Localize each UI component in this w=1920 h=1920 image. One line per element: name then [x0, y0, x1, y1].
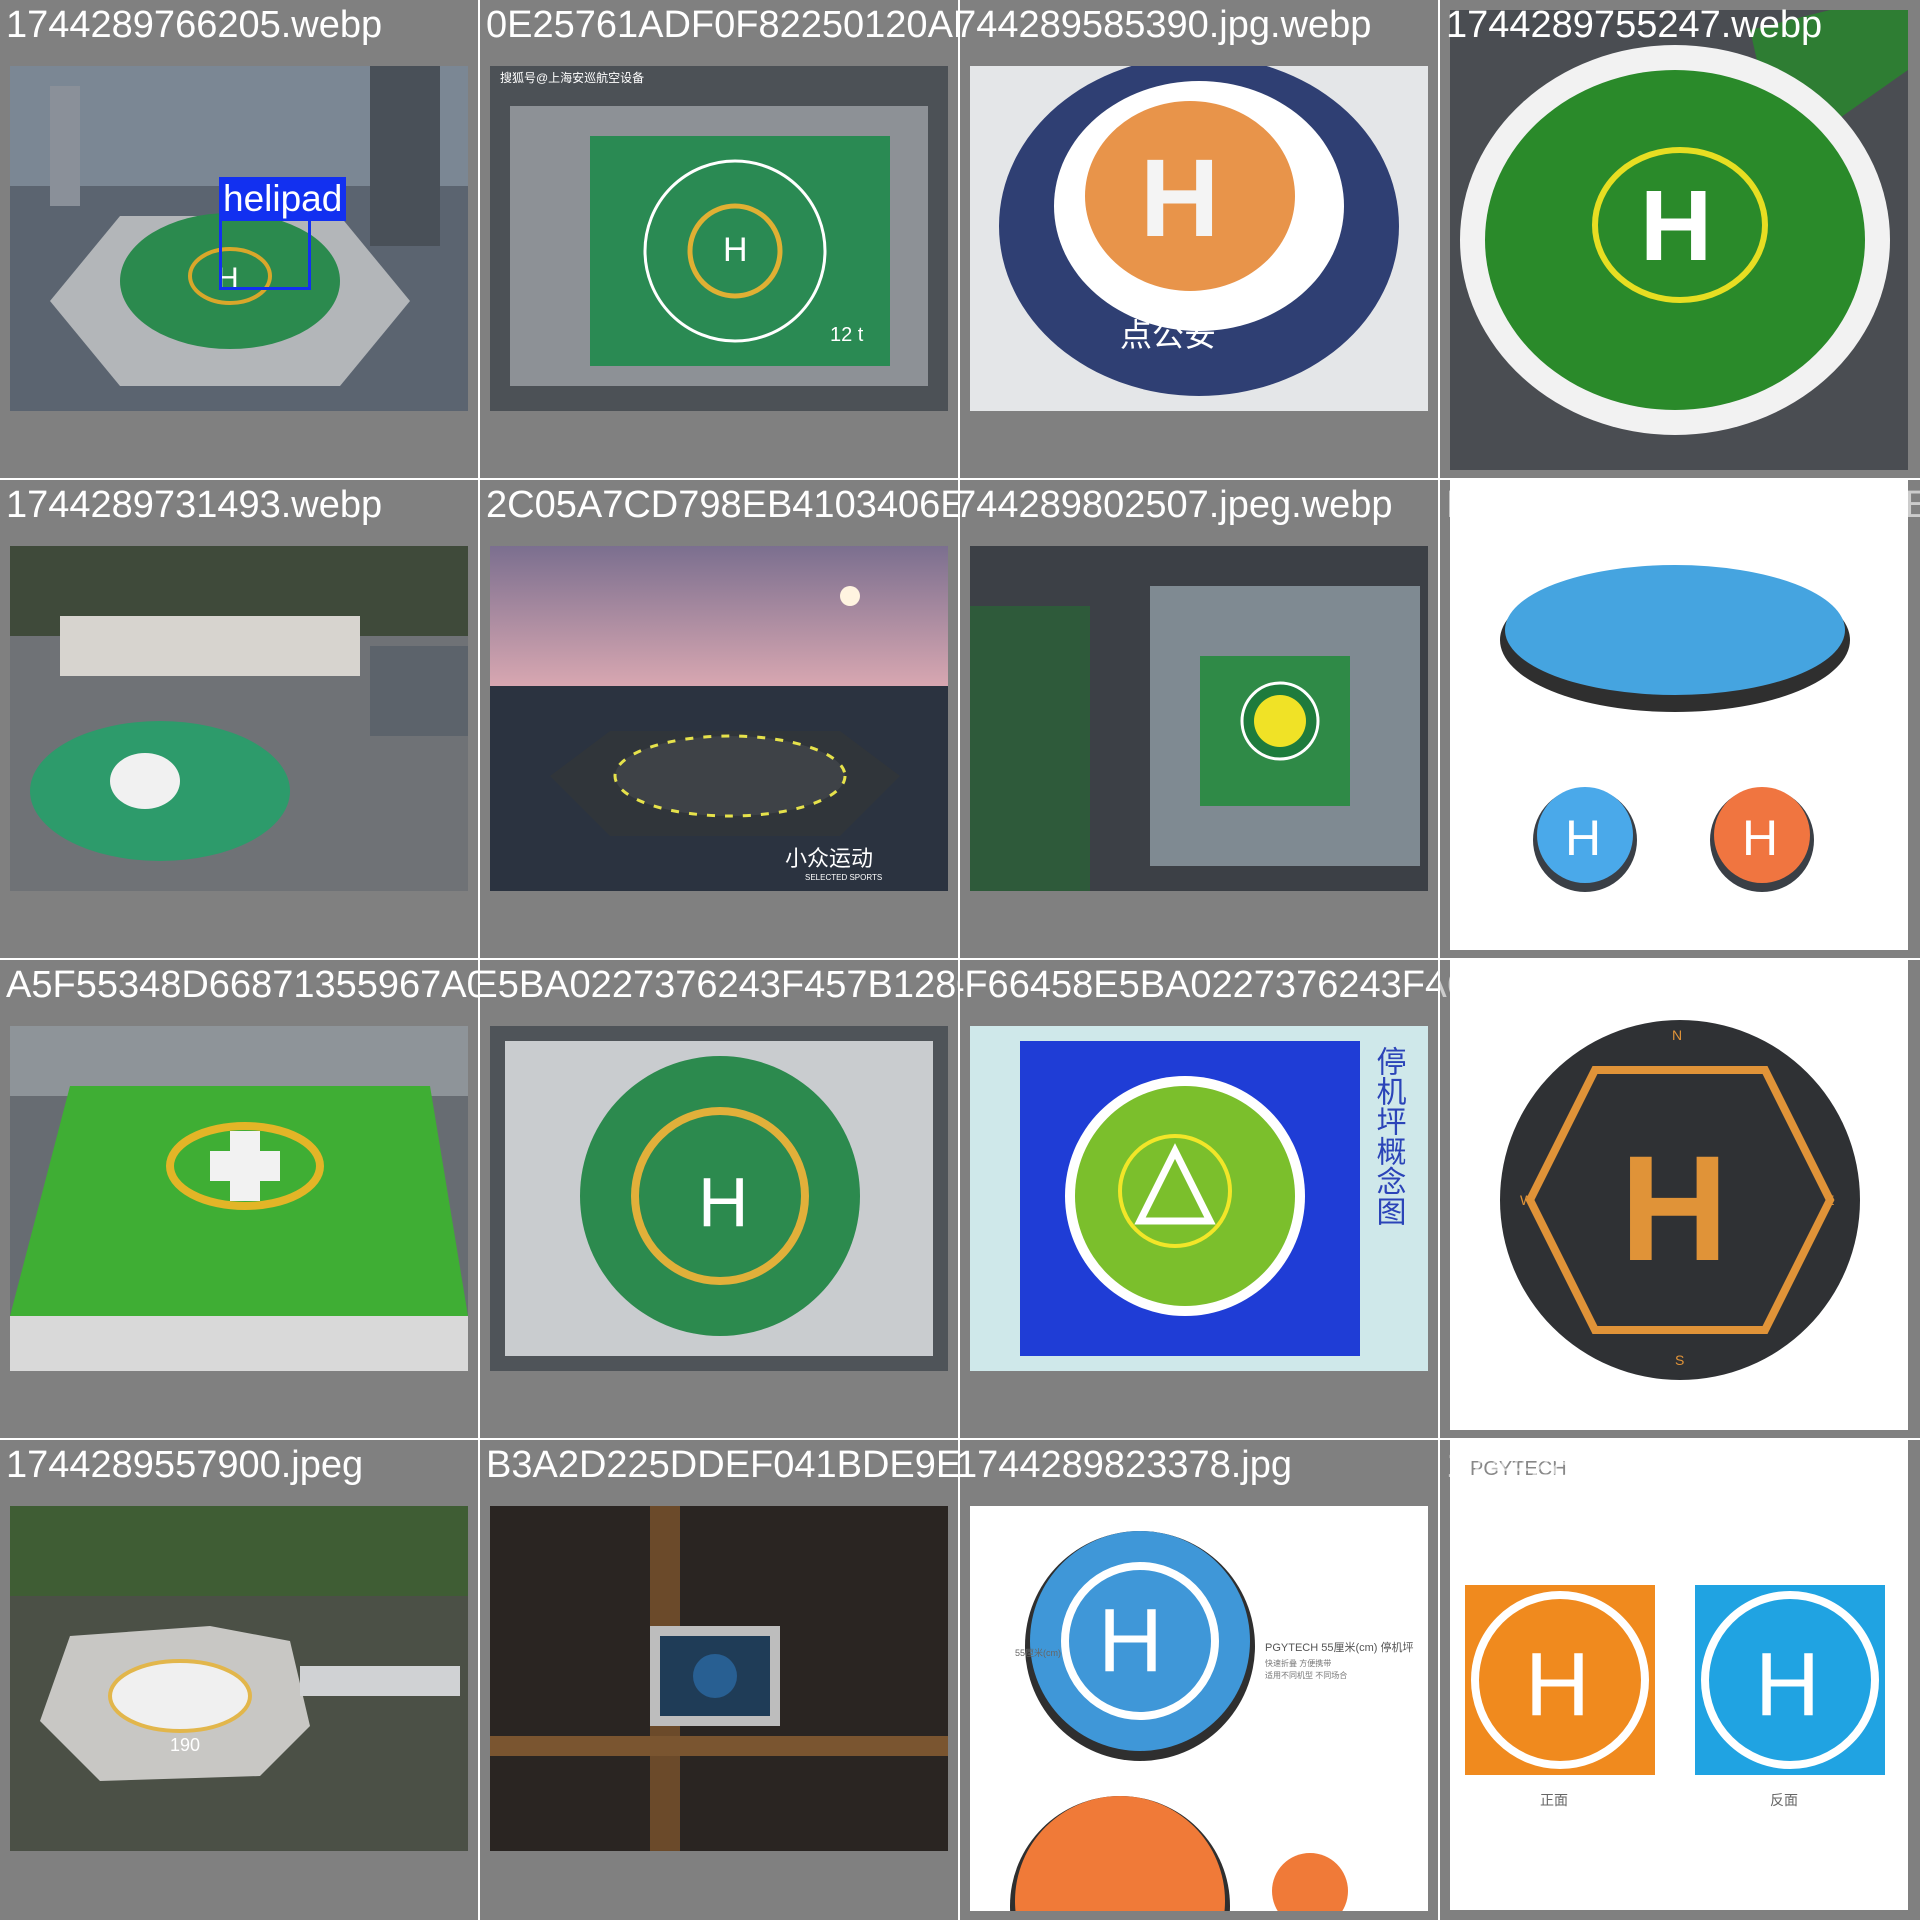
tile-filename: A5F55348D66871355967A07EB24F6B9D4F66458E…: [6, 964, 478, 1006]
tile-photo: [10, 1026, 468, 1371]
svg-text:搜狐号@上海安巡航空设备: 搜狐号@上海安巡航空设备: [500, 70, 644, 85]
tile-filename: 1744289802507.jpeg.webp: [960, 484, 1393, 526]
tile-filename: 1744289823378.jpg: [960, 1444, 1293, 1486]
svg-text:E: E: [1825, 1192, 1834, 1208]
tile-photo: 停机坪概念图: [970, 1026, 1428, 1371]
svg-text:停机坪概念图: 停机坪概念图: [1372, 1046, 1407, 1226]
svg-text:S: S: [1675, 1352, 1684, 1368]
svg-text:H: H: [1755, 1635, 1820, 1735]
svg-text:H: H: [217, 262, 239, 295]
grid-tile: 1744289766205.webp H helipad: [0, 0, 478, 478]
svg-text:正面: 正面: [1540, 1792, 1568, 1808]
grid-tile: A5F55348D66871355967A07EB24F6B9D4F66458E…: [0, 960, 478, 1438]
night-city-aerial-photo: [490, 1506, 948, 1851]
tile-photo: [970, 546, 1428, 891]
front-back-pad-product: PGYTECH H H 正面 反面: [1450, 1440, 1908, 1910]
green-rooftop-helipad-photo: [10, 1026, 468, 1371]
ground-helipad-photo: [10, 546, 468, 891]
svg-text:H: H: [1620, 1124, 1728, 1292]
tile-photo: H: [490, 1026, 948, 1371]
tile-filename: 7092D1084AA65E9F9FA6: [1440, 964, 1468, 1006]
svg-text:12 t: 12 t: [830, 324, 864, 346]
building-helipad-photo: 190: [10, 1506, 468, 1851]
grid-tile: 停机坪概念图 F4F66458E5BA0227376243F457B12800C…: [960, 960, 1438, 1438]
offshore-helipad-photo: 小众运动 SELECTED SPORTS: [490, 546, 948, 891]
tile-filename: 1744289889140.webp: [1446, 1444, 1823, 1486]
tile-photo: H PGYTECH 55厘米(cm) 停机坪 快速折叠 方便携带 适用不同机型 …: [970, 1506, 1428, 1911]
helipad-concept-drawing: 停机坪概念图: [970, 1026, 1428, 1371]
svg-text:小众运动: 小众运动: [785, 846, 873, 871]
tile-photo: [10, 546, 468, 891]
grid-tile: PGYTECH H H 正面 反面 1744289889140.webp hel…: [1440, 1440, 1920, 1920]
svg-text:SELECTED SPORTS: SELECTED SPORTS: [805, 873, 882, 882]
tile-filename: 1744289755247.webp: [1446, 4, 1823, 46]
svg-text:N: N: [1672, 1027, 1682, 1043]
tile-photo: H: [10, 66, 468, 411]
tile-photo: PGYTECH H H 正面 反面: [1450, 1440, 1908, 1910]
tile-filename: 0E25761ADF0F82250120AE1744289585390.jpg.…: [486, 4, 958, 46]
tile-photo: H 搜狐号@上海安巡航空设备 12 t: [490, 66, 948, 411]
tile-photo: [490, 1506, 948, 1851]
grid-tile: H 7EB24F6B9D4F66458E5BA0227376243F457B12…: [480, 960, 958, 1438]
tile-photo: 小众运动 SELECTED SPORTS: [490, 546, 948, 891]
svg-text:H: H: [1525, 1635, 1590, 1735]
tile-filename: 2C05A7CD798EB4103406E1744289802507.jpeg.…: [486, 484, 958, 526]
svg-text:适用不同机型 不同场合: 适用不同机型 不同场合: [1265, 1670, 1347, 1680]
grid-tile: H PGYTECH 55厘米(cm) 停机坪 快速折叠 方便携带 适用不同机型 …: [960, 1440, 1438, 1920]
svg-text:190: 190: [170, 1735, 200, 1755]
svg-text:H: H: [1140, 137, 1219, 260]
helipad-platform-photo: H: [1450, 10, 1908, 470]
svg-text:55厘米(cm): 55厘米(cm): [1015, 1647, 1061, 1658]
pgytech-product-page: H PGYTECH 55厘米(cm) 停机坪 快速折叠 方便携带 适用不同机型 …: [970, 1506, 1428, 1911]
svg-text:快速折叠 方便携带: 快速折叠 方便携带: [1265, 1658, 1331, 1668]
svg-text:点公安: 点公安: [1120, 317, 1216, 353]
tile-filename: 1744289731493.webp: [6, 484, 383, 526]
grid-tile: 1744289802507.jpeg.webp helipad: [960, 480, 1438, 958]
tile-filename: F4F66458E5BA0227376243F457B12800C7092D10…: [960, 964, 1438, 1006]
tile-filename: 1744289557900.jpeg: [6, 1444, 364, 1486]
grid-tile: 1744289585390.jpg.webp H 点公安 helipad: [960, 0, 1438, 478]
tile-photo: H N W E S: [1450, 960, 1908, 1430]
svg-text:H: H: [1742, 810, 1778, 866]
grid-tile: H H EA9EAEFE3ABBBAA7B39E helipad helipad…: [1440, 480, 1920, 958]
tile-filename: 1744289585390.jpg.webp: [960, 4, 1372, 46]
detection-label: helipad: [219, 177, 347, 221]
tile-photo: H 点公安: [970, 66, 1428, 411]
grid-tile: 1744289557900.jpeg 190 helipad: [0, 1440, 478, 1920]
tile-filename: EA9EAEFE3ABBBAA7B39E: [1446, 484, 1920, 526]
svg-text:H: H: [1640, 170, 1712, 282]
svg-text:H: H: [698, 1163, 749, 1241]
svg-text:PGYTECH 55厘米(cm) 停机坪: PGYTECH 55厘米(cm) 停机坪: [1265, 1640, 1414, 1654]
grid-tile: 1744289731493.webp helipad: [0, 480, 478, 958]
grid-tile: 1744289755247.webp H helipad: [1440, 0, 1920, 478]
rooftop-helipad-photo: H 搜狐号@上海安巡航空设备 12 t: [490, 66, 948, 411]
svg-text:W: W: [1520, 1192, 1534, 1208]
aerial-rooftop-photo: [970, 546, 1428, 891]
svg-text:H: H: [723, 231, 748, 269]
tile-filename: 7EB24F6B9D4F66458E5BA0227376243F457B1280…: [480, 964, 958, 1006]
tile-photo: H H: [1450, 480, 1908, 950]
svg-text:H: H: [1098, 1591, 1163, 1691]
grid-tile: B3A2D225DDEF041BDE9E2D8A2892823B.jpg hel…: [480, 1440, 958, 1920]
detection-box: helipad: [219, 177, 347, 290]
grid-tile: 0E25761ADF0F82250120AE1744289585390.jpg.…: [480, 0, 958, 478]
grid-tile: H N W E S 7092D1084AA65E9F9FA6 helipad: [1440, 960, 1920, 1438]
square-rooftop-helipad-photo: H: [490, 1026, 948, 1371]
svg-text:反面: 反面: [1770, 1792, 1798, 1808]
tile-filename: B3A2D225DDEF041BDE9E2D8A2892823B.jpg: [486, 1444, 958, 1486]
svg-text:PGYTECH: PGYTECH: [1470, 1458, 1567, 1480]
tile-filename: 1744289766205.webp: [6, 4, 383, 46]
rooftop-helipad-photo: H: [10, 66, 468, 411]
svg-text:H: H: [1565, 810, 1601, 866]
landing-pads-product-photo: H H: [1450, 480, 1908, 950]
tile-photo: 190: [10, 1506, 468, 1851]
tile-photo: H: [1450, 10, 1908, 470]
helipad-mat-photo: H 点公安: [970, 66, 1428, 411]
grid-tile: 2C05A7CD798EB4103406E1744289802507.jpeg.…: [480, 480, 958, 958]
orange-hexagon-pad-photo: H N W E S: [1450, 960, 1908, 1430]
